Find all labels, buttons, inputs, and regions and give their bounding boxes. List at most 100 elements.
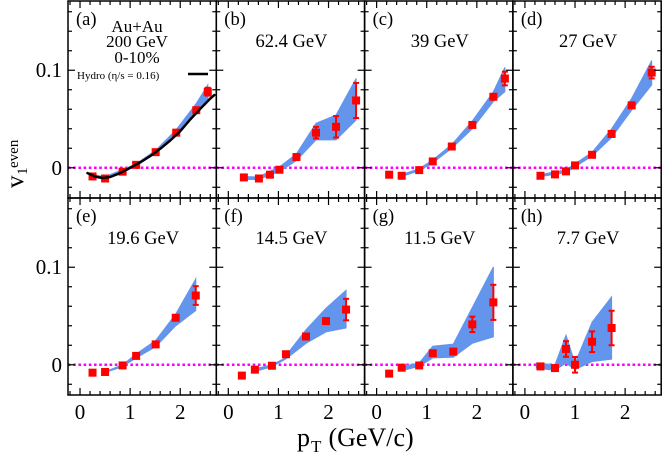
- data-point: [449, 347, 458, 356]
- panel-label: (e): [76, 207, 97, 227]
- square-marker: [171, 313, 180, 322]
- square-marker: [322, 317, 331, 326]
- x-axis-label-main: p: [297, 423, 310, 452]
- system-label: Au+Au: [111, 17, 163, 36]
- square-marker: [428, 349, 437, 358]
- square-marker: [627, 101, 636, 110]
- x-tick-label: 1: [125, 400, 136, 424]
- data-point: [607, 129, 616, 138]
- y-tick-label: 0.1: [36, 58, 62, 82]
- data-point: [292, 153, 301, 162]
- square-marker: [118, 361, 127, 370]
- data-point: [275, 165, 284, 174]
- square-marker: [101, 367, 110, 376]
- data-point: [239, 173, 248, 182]
- y-tick-label: 0: [52, 156, 63, 180]
- data-point: [447, 142, 456, 151]
- panel-frame: [512, 197, 662, 396]
- data-point: [342, 297, 351, 322]
- system-label: 200 GeV: [106, 32, 169, 51]
- y-axis-label-main: v: [2, 175, 29, 188]
- panel-label: (g): [373, 207, 395, 227]
- data-point: [151, 340, 160, 349]
- data-point: [88, 368, 97, 377]
- data-point: [322, 317, 331, 326]
- x-tick-label: 1: [273, 400, 284, 424]
- square-marker: [254, 174, 263, 183]
- data-point: [312, 125, 321, 140]
- data-point: [397, 171, 406, 180]
- data-point: [250, 365, 259, 374]
- data-point: [254, 174, 263, 183]
- data-point: [571, 355, 580, 374]
- data-point: [500, 70, 509, 87]
- data-point: [385, 170, 394, 179]
- data-point: [397, 363, 406, 372]
- data-point: [415, 361, 424, 370]
- square-marker: [281, 350, 290, 359]
- panel-d: (d) 27 GeV: [512, 0, 662, 199]
- panel-label: (b): [224, 10, 246, 30]
- data-point: [468, 120, 477, 129]
- data-point: [550, 170, 559, 179]
- data-point: [562, 167, 571, 176]
- panel-label: (d): [521, 10, 543, 30]
- square-marker: [332, 122, 341, 131]
- data-point: [237, 371, 246, 380]
- square-marker: [397, 363, 406, 372]
- square-marker: [607, 129, 616, 138]
- x-tick-label: 0: [371, 400, 382, 424]
- square-marker: [132, 351, 141, 360]
- y-axis-label-superscript: even: [6, 139, 22, 168]
- square-marker: [88, 368, 97, 377]
- x-axis-label-subscript: T: [311, 437, 322, 456]
- square-marker: [292, 153, 301, 162]
- panel-h: (h) 7.7 GeV: [512, 197, 662, 396]
- square-marker: [449, 347, 458, 356]
- square-marker: [536, 171, 545, 180]
- square-marker: [489, 298, 498, 307]
- panel-label: (c): [373, 10, 394, 30]
- data-point: [171, 313, 180, 322]
- x-tick-label: 1: [421, 400, 432, 424]
- square-marker: [588, 337, 597, 346]
- square-marker: [385, 170, 394, 179]
- data-point: [607, 309, 616, 347]
- data-point: [415, 166, 424, 175]
- y-tick-label: 0: [52, 353, 63, 377]
- axis-ticks: [512, 1, 662, 198]
- x-axis-label-units: (GeV/c): [322, 423, 414, 452]
- data-point: [627, 101, 636, 110]
- square-marker: [562, 167, 571, 176]
- x-tick-label: 1: [570, 400, 581, 424]
- square-marker: [571, 360, 580, 369]
- data-point: [281, 350, 290, 359]
- data-point: [489, 283, 498, 321]
- square-marker: [536, 362, 545, 371]
- square-marker: [562, 344, 571, 353]
- data-point: [647, 65, 656, 80]
- square-marker: [250, 365, 259, 374]
- x-tick-label: 2: [323, 400, 334, 424]
- data-point: [118, 361, 127, 370]
- square-marker: [415, 166, 424, 175]
- square-marker: [447, 142, 456, 151]
- square-marker: [415, 361, 424, 370]
- data-point: [352, 81, 361, 120]
- square-marker: [265, 170, 274, 179]
- square-marker: [385, 369, 394, 378]
- data-point: [428, 349, 437, 358]
- panel-label: (f): [224, 207, 242, 227]
- energy-label: 27 GeV: [559, 32, 618, 52]
- square-marker: [550, 364, 559, 373]
- panel-f: (f) 14.5 GeV: [215, 197, 366, 396]
- data-point: [588, 150, 597, 159]
- data-point: [536, 171, 545, 180]
- square-marker: [342, 305, 351, 314]
- data-point: [468, 315, 477, 334]
- square-marker: [500, 74, 509, 83]
- square-marker: [237, 371, 246, 380]
- square-marker: [489, 92, 498, 101]
- data-point: [428, 157, 437, 166]
